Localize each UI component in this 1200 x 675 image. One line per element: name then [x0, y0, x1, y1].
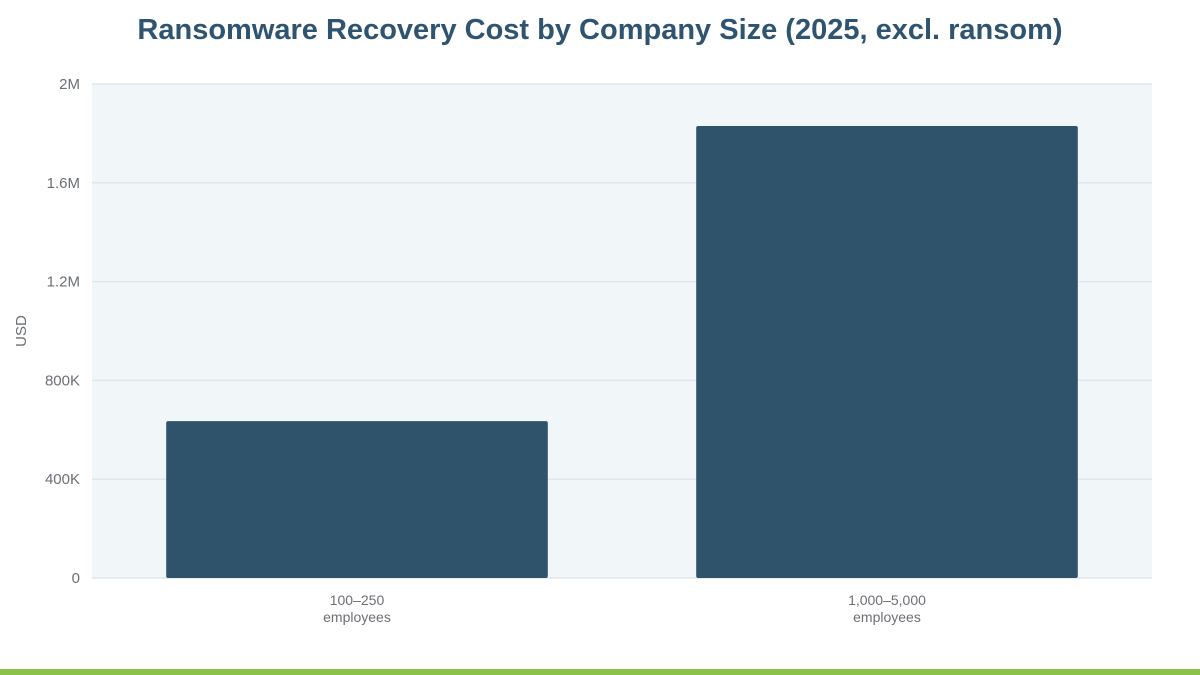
y-tick-label: 0	[72, 570, 80, 587]
y-axis-title: USD	[13, 315, 30, 347]
x-category-label-line: employees	[853, 609, 921, 625]
y-tick-label: 800K	[45, 372, 80, 389]
x-category-label-line: employees	[323, 609, 391, 625]
x-category-label-line: 1,000–5,000	[848, 592, 926, 608]
y-tick-label: 1.6M	[47, 175, 80, 192]
y-tick-label: 400K	[45, 471, 80, 488]
y-tick-label: 1.2M	[47, 274, 80, 291]
x-category-label: 100–250 employees	[323, 592, 391, 625]
bottom-accent-bar	[0, 669, 1200, 675]
bar	[696, 125, 1078, 579]
chart-title: Ransomware Recovery Cost by Company Size…	[137, 14, 1063, 46]
x-category-label: 1,000–5,000 employees	[848, 592, 926, 625]
x-category-label-line: 100–250	[330, 592, 385, 608]
bars	[166, 125, 1078, 579]
y-tick-label: 2M	[59, 76, 80, 93]
y-axis-ticks: 0 400K 800K 1.2M 1.6M 2M	[45, 76, 80, 587]
bar	[166, 421, 548, 578]
